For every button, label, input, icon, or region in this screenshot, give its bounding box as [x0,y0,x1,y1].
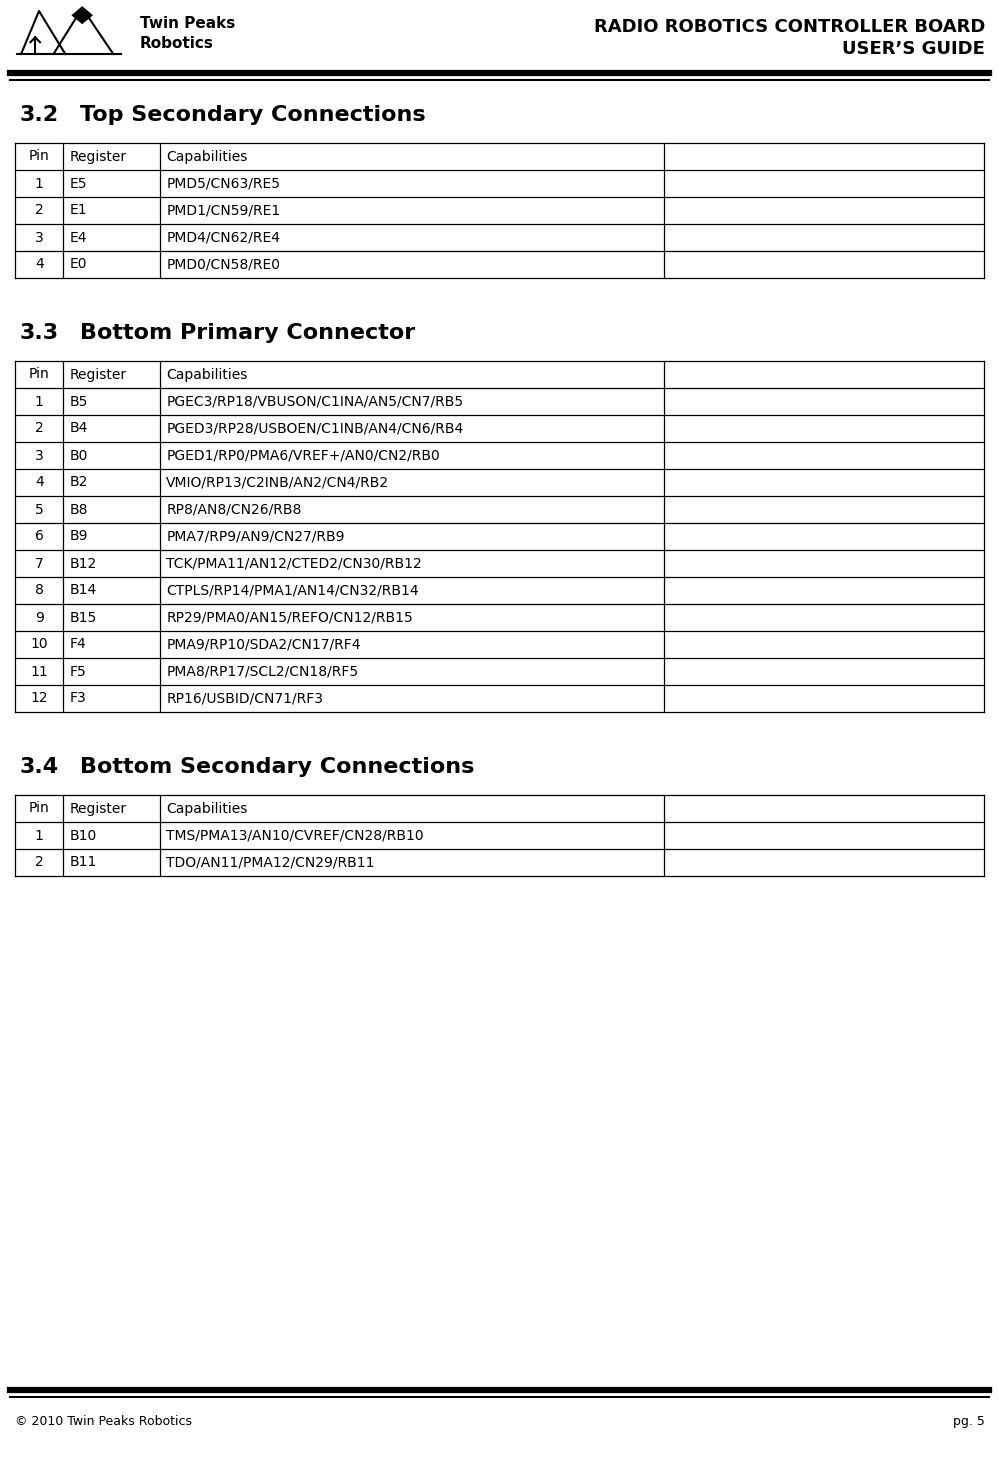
Text: B4: B4 [70,422,88,435]
Text: PMD4/CN62/RE4: PMD4/CN62/RE4 [167,230,281,245]
Text: B14: B14 [70,583,97,598]
Text: F4: F4 [70,638,86,651]
Text: F5: F5 [70,664,86,679]
Text: USER’S GUIDE: USER’S GUIDE [842,40,985,59]
Text: TDO/AN11/PMA12/CN29/RB11: TDO/AN11/PMA12/CN29/RB11 [167,856,375,869]
Text: PMD1/CN59/RE1: PMD1/CN59/RE1 [167,204,281,217]
Text: Bottom Primary Connector: Bottom Primary Connector [80,323,416,343]
Text: PMA9/RP10/SDA2/CN17/RF4: PMA9/RP10/SDA2/CN17/RF4 [167,638,361,651]
Text: VMIO/RP13/C2INB/AN2/CN4/RB2: VMIO/RP13/C2INB/AN2/CN4/RB2 [167,475,390,490]
Text: TMS/PMA13/AN10/CVREF/CN28/RB10: TMS/PMA13/AN10/CVREF/CN28/RB10 [167,828,424,843]
Text: RP8/AN8/CN26/RB8: RP8/AN8/CN26/RB8 [167,503,302,516]
Text: © 2010 Twin Peaks Robotics: © 2010 Twin Peaks Robotics [15,1415,192,1428]
Text: B8: B8 [70,503,88,516]
Text: 4: 4 [35,258,44,271]
Text: 1: 1 [35,394,44,409]
Text: 3: 3 [35,449,44,462]
Text: PMA7/RP9/AN9/CN27/RB9: PMA7/RP9/AN9/CN27/RB9 [167,529,345,544]
Text: Register: Register [70,802,127,815]
Text: E5: E5 [70,176,87,191]
Text: Twin Peaks: Twin Peaks [140,16,235,31]
Text: PGED1/RP0/PMA6/VREF+/AN0/CN2/RB0: PGED1/RP0/PMA6/VREF+/AN0/CN2/RB0 [167,449,441,462]
Text: Capabilities: Capabilities [167,368,248,381]
Text: 3.3: 3.3 [20,323,59,343]
Text: RP29/PMA0/AN15/REFO/CN12/RB15: RP29/PMA0/AN15/REFO/CN12/RB15 [167,610,414,625]
Text: E0: E0 [70,258,87,271]
Text: 1: 1 [35,828,44,843]
Text: E4: E4 [70,230,87,245]
Text: CTPLS/RP14/PMA1/AN14/CN32/RB14: CTPLS/RP14/PMA1/AN14/CN32/RB14 [167,583,419,598]
Text: B11: B11 [70,856,97,869]
Text: Register: Register [70,150,127,164]
Text: Bottom Secondary Connections: Bottom Secondary Connections [80,756,475,777]
Text: B0: B0 [70,449,88,462]
Text: Robotics: Robotics [140,37,214,51]
Text: PMD0/CN58/RE0: PMD0/CN58/RE0 [167,258,281,271]
Text: pg. 5: pg. 5 [953,1415,985,1428]
Text: Register: Register [70,368,127,381]
Text: 9: 9 [35,610,44,625]
Text: B2: B2 [70,475,88,490]
Text: 2: 2 [35,204,44,217]
Text: 8: 8 [35,583,44,598]
Text: 3.2: 3.2 [20,106,59,125]
Text: B12: B12 [70,557,97,570]
Text: Pin: Pin [29,368,50,381]
Text: B10: B10 [70,828,97,843]
Text: 11: 11 [30,664,48,679]
Text: 2: 2 [35,856,44,869]
Text: PGEC3/RP18/VBUSON/C1INA/AN5/CN7/RB5: PGEC3/RP18/VBUSON/C1INA/AN5/CN7/RB5 [167,394,464,409]
Text: 6: 6 [35,529,44,544]
Text: B5: B5 [70,394,88,409]
Text: 1: 1 [35,176,44,191]
Text: 4: 4 [35,475,44,490]
Text: 10: 10 [30,638,48,651]
Polygon shape [71,6,93,25]
Text: B15: B15 [70,610,97,625]
Text: 3.4: 3.4 [20,756,59,777]
Text: Pin: Pin [29,150,50,164]
Text: Top Secondary Connections: Top Secondary Connections [80,106,426,125]
Text: Capabilities: Capabilities [167,150,248,164]
Text: 7: 7 [35,557,44,570]
Text: 2: 2 [35,422,44,435]
Text: B9: B9 [70,529,88,544]
Text: PGED3/RP28/USBOEN/C1INB/AN4/CN6/RB4: PGED3/RP28/USBOEN/C1INB/AN4/CN6/RB4 [167,422,464,435]
Text: Capabilities: Capabilities [167,802,248,815]
Text: Pin: Pin [29,802,50,815]
Text: PMA8/RP17/SCL2/CN18/RF5: PMA8/RP17/SCL2/CN18/RF5 [167,664,359,679]
Text: PMD5/CN63/RE5: PMD5/CN63/RE5 [167,176,281,191]
Text: 5: 5 [35,503,44,516]
Text: RADIO ROBOTICS CONTROLLER BOARD: RADIO ROBOTICS CONTROLLER BOARD [593,18,985,37]
Text: RP16/USBID/CN71/RF3: RP16/USBID/CN71/RF3 [167,692,324,705]
Text: F3: F3 [70,692,86,705]
Text: TCK/PMA11/AN12/CTED2/CN30/RB12: TCK/PMA11/AN12/CTED2/CN30/RB12 [167,557,423,570]
Text: 3: 3 [35,230,44,245]
Text: 12: 12 [30,692,48,705]
Text: E1: E1 [70,204,87,217]
